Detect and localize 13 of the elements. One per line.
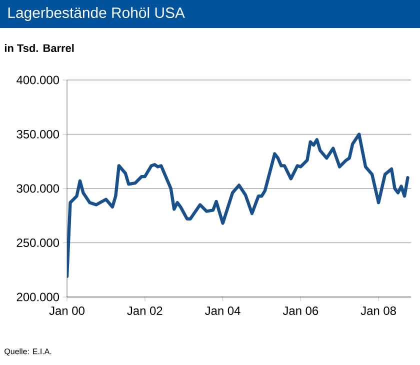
line-series xyxy=(67,132,410,278)
y-tick-label: 250.000 xyxy=(16,238,60,247)
y-tick-label: 350.000 xyxy=(16,130,60,138)
y-tick-label: 400.000 xyxy=(16,76,60,84)
x-tick-label: Jan 00 xyxy=(49,306,84,315)
x-tick-label: Jan 08 xyxy=(360,306,396,315)
x-tick-label: Jan 04 xyxy=(205,306,240,315)
y-tick-label: 300.000 xyxy=(16,184,60,193)
x-tick-label: Jan 06 xyxy=(282,306,318,315)
chart-title: Lagerbestände Rohöl USA xyxy=(8,7,185,21)
y-tick-label: 200.000 xyxy=(16,292,60,302)
y-axis-title: in Tsd. Barrel xyxy=(4,44,74,52)
x-tick-label: Jan 02 xyxy=(127,306,162,315)
